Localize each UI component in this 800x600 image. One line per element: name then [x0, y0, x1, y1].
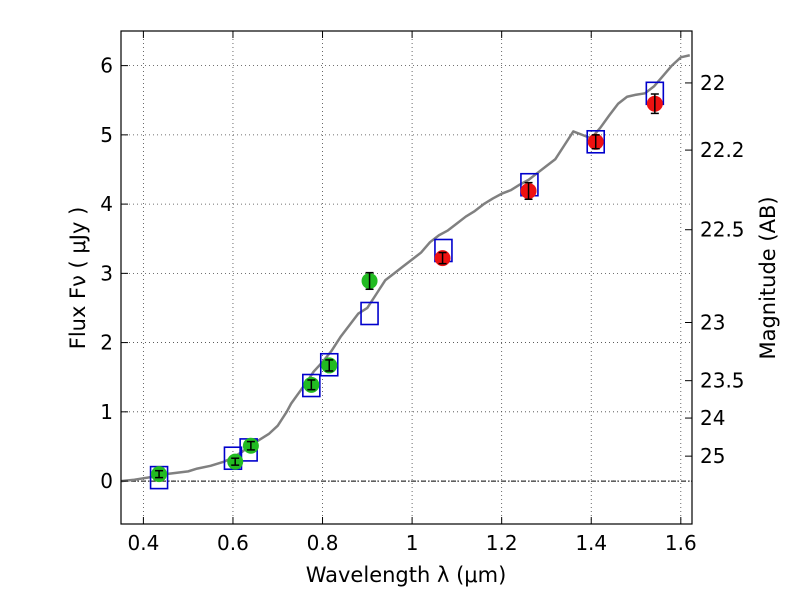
x-tick-label: 1.2 [486, 531, 518, 555]
y-axis-label-left: Flux Fν ( μJy ) [66, 207, 90, 350]
y-tick-label: 4 [100, 192, 113, 216]
y-tick-label: 0 [100, 469, 113, 493]
plot-frame [120, 30, 693, 525]
right-tick-label: 24 [700, 406, 725, 430]
right-tick-label: 25 [700, 444, 725, 468]
y-axis-ticks: 0 1 2 3 4 5 6 [100, 54, 128, 493]
observed-points [151, 93, 663, 483]
model-band-box [586, 129, 606, 154]
right-tick-label: 23 [700, 311, 725, 335]
x-tick-label: 1.6 [665, 531, 697, 555]
right-tick-label: 22 [700, 71, 725, 95]
x-tick-label: 0.4 [127, 531, 159, 555]
right-tick-label: 22.5 [700, 218, 745, 242]
x-tick-label: 0.6 [217, 531, 249, 555]
right-tick-label: 22.2 [700, 138, 745, 162]
y-tick-label: 1 [100, 400, 113, 424]
model-band-box [360, 301, 379, 326]
right-axis-ticks: 22 22.2 22.5 23 23.5 24 25 [685, 71, 745, 468]
y-tick-label: 3 [100, 261, 113, 285]
y-tick-label: 5 [100, 123, 113, 147]
plot-background [121, 31, 692, 524]
x-tick-label: 1.4 [575, 531, 607, 555]
right-tick-label: 23.5 [700, 369, 745, 393]
model-band-box [302, 373, 321, 398]
x-axis-ticks: 0.4 0.6 0.8 1 1.2 1.4 1.6 [127, 31, 697, 555]
y-tick-label: 2 [100, 331, 113, 355]
x-axis-label: Wavelength λ (μm) [306, 563, 507, 587]
x-tick-label: 1 [406, 531, 419, 555]
x-tick-label: 0.8 [307, 531, 339, 555]
model-band-box [319, 352, 339, 377]
y-tick-label: 6 [100, 54, 113, 78]
y-axis-label-right: Magnitude (AB) [756, 196, 780, 359]
